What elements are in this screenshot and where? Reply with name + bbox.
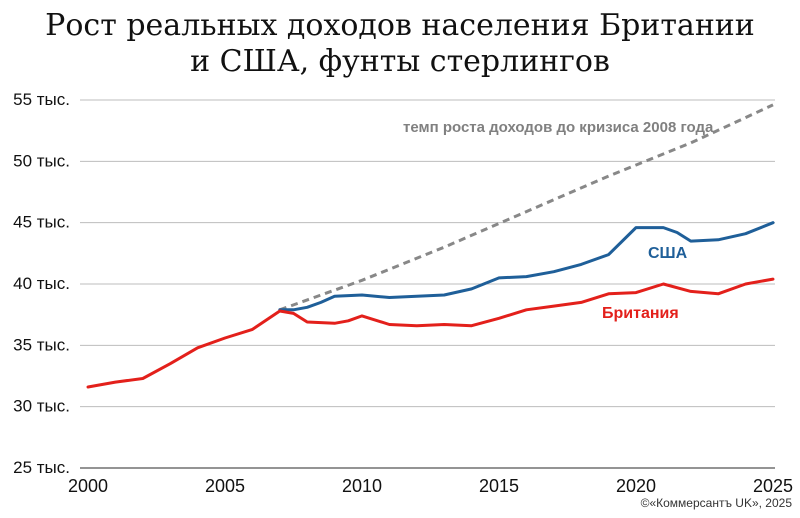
chart-title: Рост реальных доходов населения Британии… bbox=[0, 8, 800, 80]
x-axis-tick-labels: 2000 2005 2010 2015 2020 2025 bbox=[68, 476, 793, 496]
series-line-usa bbox=[278, 221, 775, 312]
gridlines bbox=[80, 99, 775, 469]
x-tick-label: 2015 bbox=[479, 476, 519, 496]
x-tick-label: 2000 bbox=[68, 476, 108, 496]
y-tick-label: 30 тыс. bbox=[13, 397, 70, 416]
y-tick-label: 45 тыс. bbox=[13, 213, 70, 232]
y-tick-label: 35 тыс. bbox=[13, 335, 70, 354]
x-tick-label: 2020 bbox=[616, 476, 656, 496]
series-line-uk bbox=[86, 277, 775, 389]
y-axis-tick-labels: 25 тыс. 30 тыс. 35 тыс. 40 тыс. 45 тыс. 50 ты… bbox=[13, 90, 70, 477]
series-label-uk: Британия bbox=[602, 305, 679, 322]
trend-annotation: темп роста доходов до кризиса 2008 года bbox=[403, 119, 714, 136]
chart-title-line-1: Рост реальных доходов населения Британии bbox=[45, 8, 755, 43]
series-label-usa: США bbox=[648, 245, 688, 262]
x-tick-label: 2025 bbox=[753, 476, 793, 496]
y-tick-label: 25 тыс. bbox=[13, 458, 70, 477]
y-tick-label: 50 тыс. bbox=[13, 151, 70, 170]
x-tick-label: 2010 bbox=[342, 476, 382, 496]
chart-title-line-2: и США, фунты стерлингов bbox=[190, 44, 610, 79]
y-tick-label: 40 тыс. bbox=[13, 274, 70, 293]
series-lines bbox=[86, 103, 775, 389]
trend-line-dashed bbox=[279, 103, 774, 312]
x-tick-label: 2005 bbox=[205, 476, 245, 496]
copyright-credit: ©«Коммерсантъ UK», 2025 bbox=[640, 496, 792, 510]
y-tick-label: 55 тыс. bbox=[13, 90, 70, 109]
